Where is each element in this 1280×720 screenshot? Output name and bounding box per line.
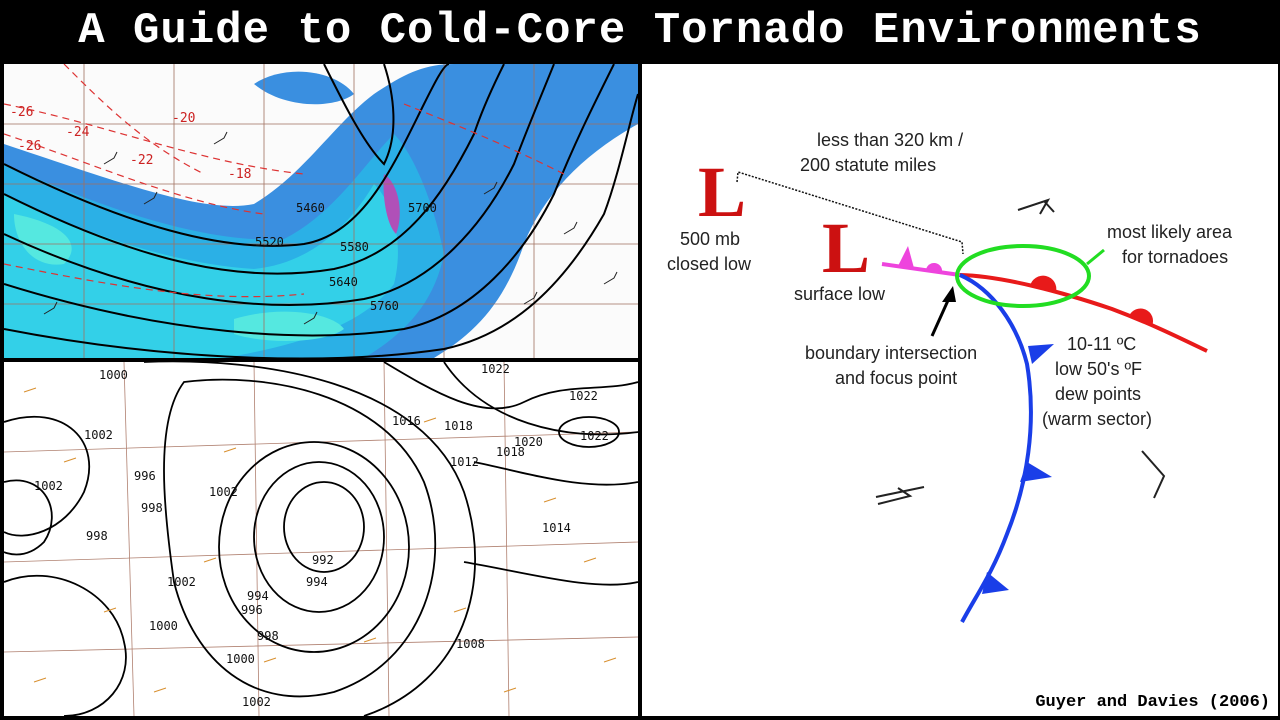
isobar-label: 996	[241, 603, 263, 617]
temperature-label: -20	[172, 111, 195, 126]
warm-front	[959, 273, 1208, 353]
height-label: 5580	[340, 240, 369, 254]
upper-low-label-line-2: closed low	[667, 254, 752, 274]
focus-point-arrow	[930, 286, 956, 337]
height-label: 5460	[296, 201, 325, 215]
boundary-label-line-2: and focus point	[835, 368, 957, 388]
warm-sector-label-line-1: 10-11 ºC	[1067, 334, 1136, 354]
isobar-label: 994	[247, 589, 269, 603]
isobar-label: 1018	[444, 419, 473, 433]
isobar-label: 1002	[34, 479, 63, 493]
isobar-label: 1002	[84, 428, 113, 442]
distance-label-line-2: 200 statute miles	[800, 155, 936, 175]
temperature-label: -18	[228, 167, 251, 182]
isobar-label: 1000	[149, 619, 178, 633]
temperature-label: -26	[10, 105, 33, 120]
isobar-label: 1022	[481, 362, 510, 376]
wind-barbs	[875, 198, 1166, 505]
temperature-label: -26	[18, 139, 41, 154]
cold-front	[959, 273, 1054, 623]
temperature-label: -24	[66, 125, 90, 140]
isobar-label: 1000	[99, 368, 128, 382]
upper-low-symbol: L	[698, 152, 746, 232]
height-label: 5640	[329, 275, 358, 289]
upper-air-map-graphic: 5460 5520 5580 5640 5700 5760 -26 -26 -2…	[4, 64, 638, 358]
isobar-label: 996	[134, 469, 156, 483]
isobar-label: 1002	[167, 575, 196, 589]
surface-map-graphic: 1000 1002 1002 996 998 998 1002 1002 100…	[4, 362, 638, 716]
source-credit: Guyer and Davies (2006)	[1035, 693, 1270, 712]
isobar-label: 1012	[450, 455, 479, 469]
isobar-label: 994	[306, 575, 328, 589]
tornado-label-line-1: most likely area	[1107, 222, 1233, 242]
isobar-label: 998	[257, 629, 279, 643]
upper-air-map: 5460 5520 5580 5640 5700 5760 -26 -26 -2…	[4, 64, 638, 358]
height-label: 5520	[255, 235, 284, 249]
isobar-label: 1022	[569, 389, 598, 403]
isobar-label: 1018	[496, 445, 525, 459]
isobar-label: 1002	[242, 695, 271, 709]
isobar-label: 1002	[209, 485, 238, 499]
upper-low-label-line-1: 500 mb	[680, 229, 740, 249]
isobar-label: 1014	[542, 521, 571, 535]
title-bar: A Guide to Cold-Core Tornado Environment…	[0, 0, 1280, 62]
warm-sector-label-line-2: low 50's ºF	[1055, 359, 1142, 379]
page-title: A Guide to Cold-Core Tornado Environment…	[78, 6, 1202, 56]
tornado-area-pointer	[1086, 248, 1105, 266]
distance-bracket	[736, 171, 964, 255]
distance-label-line-1: less than 320 km /	[817, 130, 963, 150]
height-label: 5700	[408, 201, 437, 215]
tornado-label-line-2: for tornadoes	[1122, 247, 1228, 267]
warm-sector-label-line-3: dew points	[1055, 384, 1141, 404]
surface-low-label: surface low	[794, 284, 886, 304]
temperature-label: -22	[130, 153, 153, 168]
surface-map: 1000 1002 1002 996 998 998 1002 1002 100…	[4, 362, 638, 716]
warm-sector-label-line-4: (warm sector)	[1042, 409, 1152, 429]
isobar-label: 998	[141, 501, 163, 515]
tornado-area-highlight	[955, 244, 1091, 308]
isobar-label: 1016	[392, 414, 421, 428]
height-label: 5760	[370, 299, 399, 313]
isobar-label: 1008	[456, 637, 485, 651]
isobar-label: 992	[312, 553, 334, 567]
isobar-label: 1022	[580, 429, 609, 443]
diagram-graphic: less than 320 km / 200 statute miles L 5…	[642, 64, 1278, 716]
isobar-label: 1020	[514, 435, 543, 449]
surface-low-symbol: L	[822, 208, 870, 288]
occluded-front	[881, 246, 961, 277]
boundary-label-line-1: boundary intersection	[805, 343, 977, 363]
conceptual-diagram: less than 320 km / 200 statute miles L 5…	[642, 64, 1278, 716]
isobar-label: 1000	[226, 652, 255, 666]
isobar-label: 998	[86, 529, 108, 543]
